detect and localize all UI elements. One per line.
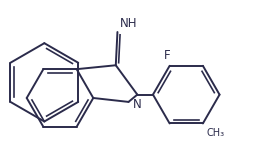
Text: F: F	[164, 49, 171, 62]
Text: NH: NH	[119, 17, 137, 30]
Text: CH₃: CH₃	[207, 128, 225, 138]
Text: N: N	[133, 98, 142, 111]
